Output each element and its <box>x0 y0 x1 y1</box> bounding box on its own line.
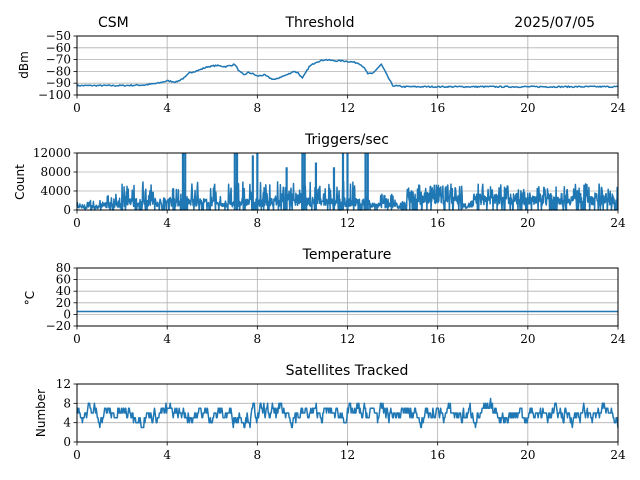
threshold-ytick-label: −80 <box>46 64 71 78</box>
satellites-ytick-label: 8 <box>63 396 71 410</box>
satellites-ylabel: Number <box>34 389 48 437</box>
threshold-xtick-label: 16 <box>430 101 445 115</box>
temperature-ytick-label: 20 <box>56 296 71 310</box>
threshold-xtick-label: 0 <box>73 101 81 115</box>
temperature-ylabel: °C <box>23 291 37 305</box>
temperature-xtick-label: 12 <box>340 332 355 346</box>
temperature-title: Temperature <box>302 247 392 263</box>
triggers-xtick-label: 8 <box>254 216 262 230</box>
threshold-xtick-label: 8 <box>254 101 262 115</box>
triggers-xtick-label: 24 <box>610 216 626 230</box>
satellites-ytick-label: 4 <box>63 416 71 430</box>
threshold-title: Threshold <box>285 15 355 31</box>
threshold-panel: Threshold dBm 0 4 8 12 16 20 24 −100−90−80−70−6… <box>17 15 626 115</box>
temperature-xtick-label: 20 <box>520 332 535 346</box>
station-label: CSM <box>98 15 129 31</box>
triggers-ytick-label: 4000 <box>40 184 71 198</box>
triggers-xtick-label: 20 <box>520 216 535 230</box>
threshold-xtick-label: 12 <box>340 101 355 115</box>
satellites-xtick-label: 4 <box>163 448 171 462</box>
temperature-xtick-label: 24 <box>610 332 626 346</box>
temperature-xtick-label: 8 <box>254 332 262 346</box>
date-label: 2025/07/05 <box>514 15 595 31</box>
temperature-frame <box>76 267 619 327</box>
threshold-ytick-label: −60 <box>46 41 71 55</box>
triggers-xtick-label: 16 <box>430 216 445 230</box>
temperature-xtick-label: 16 <box>430 332 445 346</box>
threshold-series-line <box>76 58 619 89</box>
triggers-frame <box>76 152 619 211</box>
triggers-xtick-label: 12 <box>340 216 355 230</box>
threshold-xtick-label: 24 <box>610 101 626 115</box>
threshold-xtick-label: 4 <box>163 101 171 115</box>
satellites-series-line <box>76 397 619 429</box>
triggers-ytick-label: 8000 <box>40 165 71 179</box>
satellites-frame <box>76 383 619 443</box>
triggers-ytick-label: 12000 <box>33 146 71 160</box>
threshold-xtick-label: 20 <box>520 101 535 115</box>
temperature-ytick-label: 40 <box>56 284 71 298</box>
threshold-frame <box>76 35 619 96</box>
threshold-ylabel: dBm <box>17 51 31 79</box>
satellites-xtick-label: 8 <box>254 448 262 462</box>
triggers-xtick-label: 0 <box>73 216 81 230</box>
temperature-xtick-label: 0 <box>73 332 81 346</box>
temperature-ytick-label: −20 <box>46 319 71 333</box>
triggers-panel: Triggers/sec Count 0 4 8 12 16 20 24 0 4000 8000 1… <box>13 132 626 230</box>
satellites-xtick-label: 12 <box>340 448 355 462</box>
satellites-xtick-label: 0 <box>73 448 81 462</box>
temperature-xtick-label: 4 <box>163 332 171 346</box>
satellites-ytick-label: 0 <box>63 435 71 449</box>
temperature-ytick-label: 0 <box>63 307 71 321</box>
triggers-title: Triggers/sec <box>304 132 389 148</box>
triggers-ylabel: Count <box>13 164 27 200</box>
satellites-ytick-label: 12 <box>56 377 71 391</box>
satellites-panel: Satellites Tracked Number 0 4 8 12 16 20 24 0 4 8… <box>34 363 626 462</box>
threshold-ytick-label: −100 <box>38 88 71 102</box>
threshold-ytick-label: −70 <box>46 53 71 67</box>
satellites-xtick-label: 16 <box>430 448 445 462</box>
triggers-ytick-label: 0 <box>63 203 71 217</box>
satellites-xtick-label: 24 <box>610 448 626 462</box>
triggers-xtick-label: 4 <box>163 216 171 230</box>
satellites-xtick-label: 20 <box>520 448 535 462</box>
threshold-ytick-label: −90 <box>46 76 71 90</box>
temperature-ytick-label: 80 <box>56 261 71 275</box>
temperature-ytick-label: 60 <box>56 273 71 287</box>
satellites-title: Satellites Tracked <box>286 363 409 379</box>
threshold-ytick-label: −50 <box>46 29 71 43</box>
